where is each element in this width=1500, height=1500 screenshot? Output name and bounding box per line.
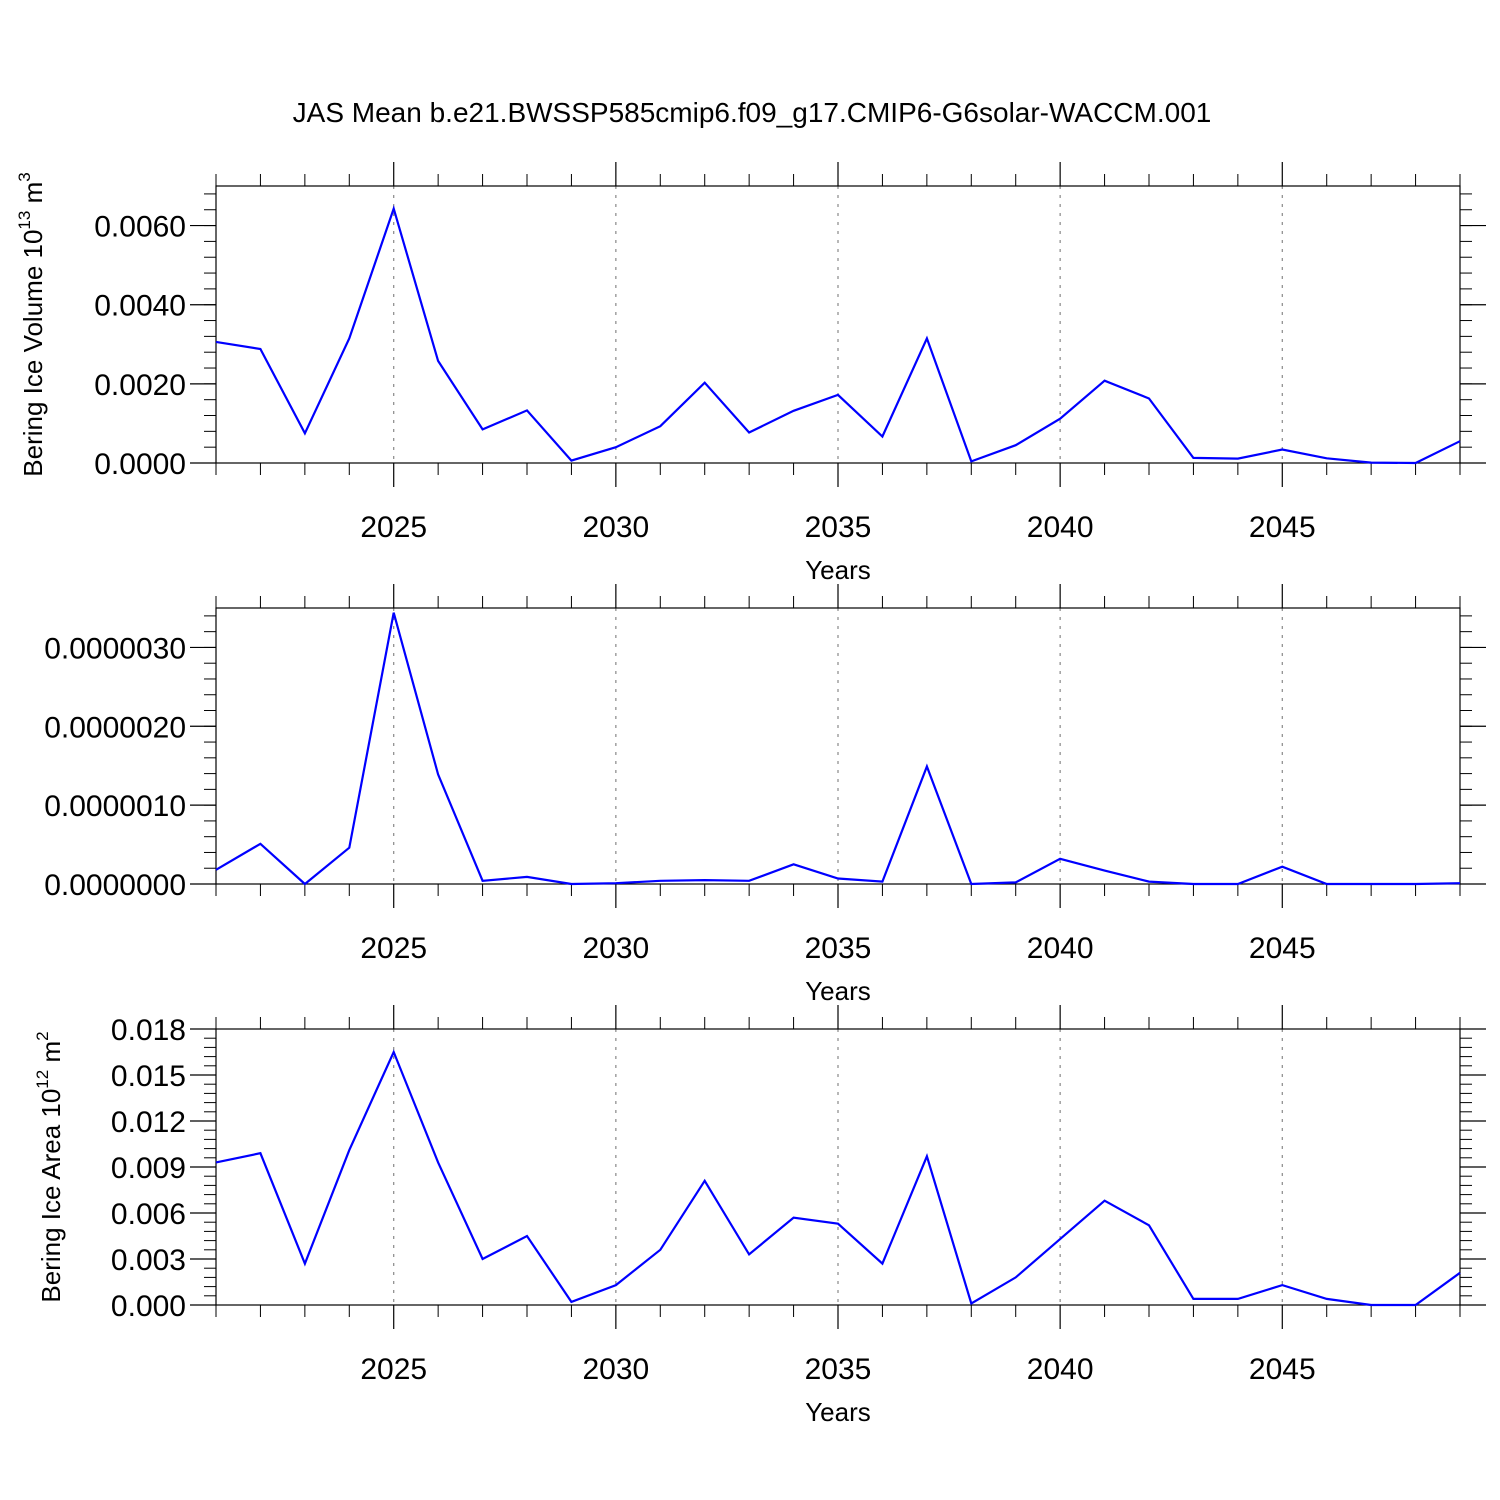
y-tick-label: 0.0000010 — [44, 790, 186, 823]
x-tick-label: 2045 — [1249, 932, 1316, 965]
y-tick-label: 0.006 — [111, 1198, 186, 1231]
panel-thickness: 2025 2030 2035 2040 2045 Years 0.0000000 0.0000… — [44, 584, 1486, 1006]
chart-title: JAS Mean b.e21.BWSSP585cmip6.f09_g17.CMI… — [293, 97, 1212, 128]
y-tick-label: 0.0060 — [94, 211, 186, 244]
y-tick-label: 0.0000000 — [44, 869, 186, 902]
y-tick-label: 0.018 — [111, 1014, 186, 1047]
series-line-area — [215, 1049, 1461, 1307]
x-tick-label: 2025 — [360, 1353, 427, 1386]
x-tick-label: 2040 — [1027, 932, 1094, 965]
x-tick-label: 2035 — [805, 1353, 872, 1386]
y-tick-label: 0.0000 — [94, 448, 186, 481]
y-tick-label: 0.0020 — [94, 369, 186, 402]
x-tick-label: 2045 — [1249, 511, 1316, 544]
x-tick-label: 2035 — [805, 511, 872, 544]
x-axis-label: Years — [805, 1397, 871, 1427]
x-tick-label: 2025 — [360, 932, 427, 965]
series-line-volume — [215, 204, 1461, 465]
y-tick-label: 0.003 — [111, 1244, 186, 1277]
x-tick-label: 2040 — [1027, 511, 1094, 544]
x-tick-label: 2035 — [805, 932, 872, 965]
x-tick-label: 2045 — [1249, 1353, 1316, 1386]
x-tick-label: 2025 — [360, 511, 427, 544]
panel-volume: 2025 2030 2035 2040 2045 Years 0.0000 0.0020 0.0… — [15, 162, 1486, 585]
y-tick-label: 0.0000020 — [44, 711, 186, 744]
y-tick-label: 0.000 — [111, 1290, 186, 1323]
x-tick-label: 2030 — [582, 511, 649, 544]
panel-area: 2025 2030 2035 2040 2045 Years 0.000 0.003 0.006… — [33, 1005, 1486, 1427]
y-axis-label: Bering Ice Volume 1013 m3 — [15, 172, 48, 476]
x-axis-label: Years — [805, 555, 871, 585]
x-tick-label: 2030 — [582, 1353, 649, 1386]
y-axis-label: Bering Ice Area 1012 m2 — [33, 1031, 66, 1302]
y-tick-label: 0.015 — [111, 1060, 186, 1093]
y-tick-label: 0.0040 — [94, 290, 186, 323]
x-tick-label: 2040 — [1027, 1353, 1094, 1386]
x-tick-label: 2030 — [582, 932, 649, 965]
x-axis-label: Years — [805, 976, 871, 1006]
panels-container: 2025 2030 2035 2040 2045 Years 0.0000 0.0020 0.0… — [15, 162, 1486, 1427]
y-tick-label: 0.0000030 — [44, 632, 186, 665]
y-tick-label: 0.012 — [111, 1106, 186, 1139]
y-tick-label: 0.009 — [111, 1152, 186, 1185]
series-line-thickness — [215, 612, 1461, 886]
